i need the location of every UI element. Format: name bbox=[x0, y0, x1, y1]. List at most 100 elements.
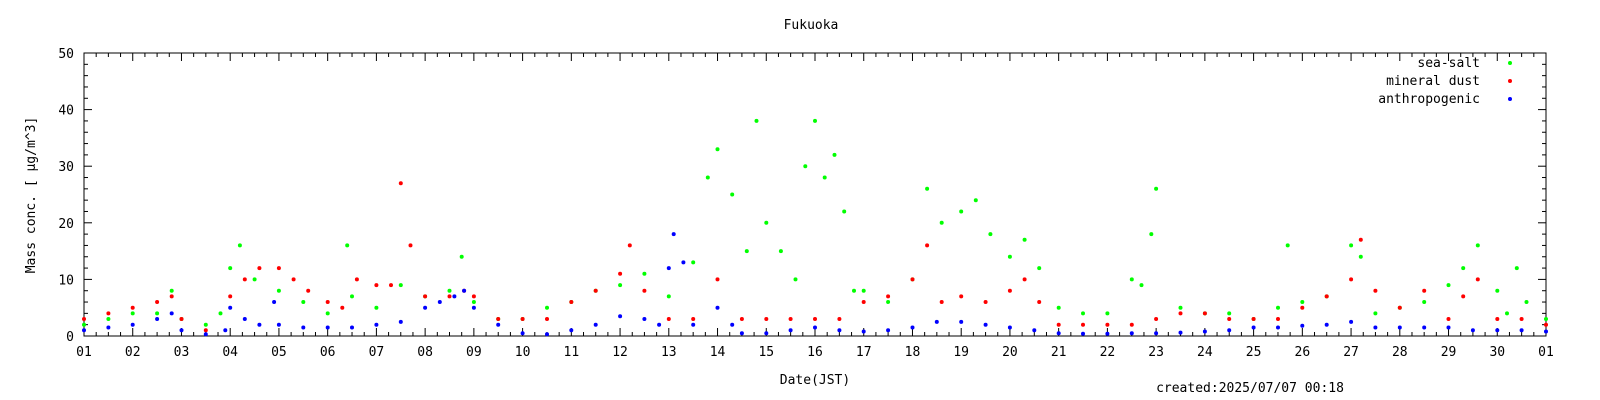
data-point bbox=[106, 317, 111, 321]
data-point bbox=[301, 325, 306, 330]
y-axis: 0 10 20 30 40 50 bbox=[58, 47, 1546, 345]
data-point bbox=[520, 331, 525, 336]
x-tick-label: 21 bbox=[1051, 345, 1067, 360]
data-point bbox=[242, 277, 247, 282]
data-point bbox=[496, 317, 501, 321]
data-point bbox=[691, 317, 696, 321]
data-point bbox=[1129, 322, 1134, 327]
data-point bbox=[1037, 266, 1042, 271]
x-tick-label: 20 bbox=[1002, 345, 1018, 360]
x-tick-label: 08 bbox=[417, 345, 433, 360]
x-tick-label: 25 bbox=[1246, 345, 1262, 360]
data-point bbox=[291, 277, 296, 282]
data-point bbox=[861, 288, 866, 293]
x-tick-label: 28 bbox=[1392, 345, 1408, 360]
data-point bbox=[1519, 328, 1524, 333]
data-point bbox=[452, 294, 457, 299]
data-point bbox=[739, 331, 744, 336]
data-point bbox=[1105, 322, 1110, 327]
data-point bbox=[1349, 319, 1354, 324]
data-point bbox=[939, 220, 944, 225]
data-point bbox=[155, 311, 160, 316]
data-point bbox=[925, 243, 930, 248]
data-point bbox=[1475, 243, 1480, 248]
data-point bbox=[228, 305, 233, 310]
data-point bbox=[423, 305, 428, 310]
data-point bbox=[671, 232, 676, 237]
data-point bbox=[447, 288, 452, 293]
data-point bbox=[1105, 331, 1110, 336]
data-point bbox=[764, 220, 769, 225]
y-tick-label: 40 bbox=[58, 104, 74, 119]
plot-frame bbox=[83, 52, 1547, 337]
data-point bbox=[179, 317, 184, 321]
data-point bbox=[252, 277, 257, 282]
data-point bbox=[82, 317, 86, 321]
data-point bbox=[1475, 277, 1480, 282]
data-point bbox=[345, 243, 350, 248]
data-point bbox=[223, 328, 228, 333]
x-tick-label: 26 bbox=[1295, 345, 1311, 360]
x-tick-label: 05 bbox=[271, 345, 287, 360]
data-point bbox=[681, 260, 686, 265]
data-point bbox=[642, 288, 647, 293]
data-point bbox=[1544, 317, 1548, 321]
data-point bbox=[666, 317, 671, 321]
data-point bbox=[1178, 305, 1183, 310]
data-point bbox=[959, 319, 964, 324]
data-point bbox=[666, 294, 671, 299]
x-tick-label: 14 bbox=[710, 345, 726, 360]
data-point bbox=[1373, 288, 1378, 293]
data-point bbox=[803, 164, 808, 169]
data-point bbox=[939, 300, 944, 304]
legend-marker bbox=[1508, 97, 1512, 101]
data-point bbox=[203, 332, 208, 337]
x-tick-label: 17 bbox=[856, 345, 872, 360]
data-point bbox=[778, 249, 783, 254]
data-point bbox=[306, 288, 311, 293]
data-point bbox=[423, 294, 428, 299]
data-point bbox=[1007, 325, 1012, 330]
data-point bbox=[1495, 317, 1500, 321]
data-point bbox=[1373, 311, 1378, 316]
data-point bbox=[1397, 305, 1402, 310]
data-point bbox=[730, 322, 735, 327]
x-tick-label: 12 bbox=[612, 345, 628, 360]
data-point bbox=[1227, 328, 1232, 333]
created-timestamp: created:2025/07/07 00:18 bbox=[1156, 381, 1344, 396]
data-point bbox=[832, 152, 837, 157]
legend-marker bbox=[1508, 79, 1512, 83]
data-point bbox=[459, 254, 464, 259]
data-point bbox=[691, 260, 696, 265]
x-tick-label: 23 bbox=[1148, 345, 1164, 360]
x-tick-label: 13 bbox=[661, 345, 677, 360]
data-point bbox=[155, 300, 160, 304]
x-tick-label: 01 bbox=[76, 345, 92, 360]
data-point bbox=[437, 300, 442, 304]
data-point bbox=[1446, 325, 1451, 330]
x-tick-label: 27 bbox=[1343, 345, 1359, 360]
data-point bbox=[218, 311, 223, 316]
data-point bbox=[203, 322, 208, 327]
data-point bbox=[1032, 328, 1037, 333]
data-point bbox=[155, 317, 160, 321]
data-point bbox=[618, 283, 623, 288]
series-anthropogenic bbox=[82, 232, 1548, 337]
data-point bbox=[569, 328, 574, 333]
data-point bbox=[973, 198, 978, 203]
data-point bbox=[1276, 317, 1280, 321]
data-point bbox=[1178, 311, 1183, 316]
legend: sea-salt mineral dust anthropogenic bbox=[1378, 56, 1512, 107]
data-point bbox=[1081, 331, 1085, 336]
data-point bbox=[1007, 288, 1012, 293]
data-point bbox=[471, 294, 476, 299]
data-point bbox=[82, 322, 86, 327]
series-mineral-dust bbox=[82, 181, 1548, 333]
data-point bbox=[169, 311, 174, 316]
data-point bbox=[793, 277, 798, 282]
data-point bbox=[237, 243, 242, 248]
data-point bbox=[408, 243, 413, 248]
data-point bbox=[1300, 323, 1305, 328]
data-point bbox=[471, 300, 476, 304]
